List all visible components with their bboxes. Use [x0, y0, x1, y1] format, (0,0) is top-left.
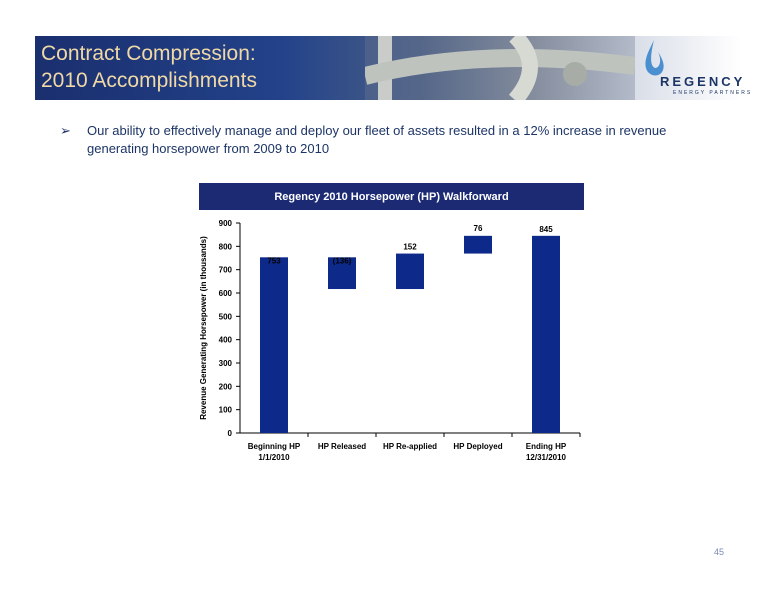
- y-tick-label: 700: [219, 266, 233, 275]
- y-tick-label: 0: [228, 429, 233, 438]
- y-tick-label: 500: [219, 312, 233, 321]
- waterfall-chart: 0 100 200 300 400 500 600 700 800 900 Revenue Gene…: [199, 219, 581, 462]
- regency-flame-logo: [645, 40, 664, 76]
- bar: [396, 253, 424, 290]
- x-tick-label: 1/1/2010: [258, 453, 290, 462]
- logo-name: REGENCY: [660, 74, 746, 89]
- data-label: 152: [403, 243, 417, 252]
- title-line-2: 2010 Accomplishments: [41, 69, 257, 92]
- bar: [532, 235, 560, 433]
- page-number: 45: [714, 547, 725, 557]
- data-label: 76: [474, 224, 483, 233]
- x-tick-label: HP Re-applied: [383, 442, 437, 451]
- logo-subtitle: ENERGY PARTNERS: [673, 90, 753, 96]
- y-tick-label: 100: [219, 406, 233, 415]
- x-tick-label: Ending HP: [526, 442, 567, 451]
- y-tick-label: 800: [219, 242, 233, 251]
- bar: [464, 235, 492, 254]
- x-tick-label: HP Released: [318, 442, 366, 451]
- data-label: (136): [333, 256, 352, 265]
- data-label: 753: [267, 256, 281, 265]
- x-tick-label: 12/31/2010: [526, 453, 567, 462]
- bullet-text: Our ability to effectively manage and de…: [87, 123, 667, 156]
- x-tick-label: HP Deployed: [453, 442, 502, 451]
- pipes-image: [365, 36, 635, 100]
- chart-title: Regency 2010 Horsepower (HP) Walkforward: [199, 183, 584, 210]
- y-axis-label: Revenue Generating Horsepower (in thousa…: [199, 236, 208, 420]
- y-tick-label: 200: [219, 382, 233, 391]
- x-tick-label: Beginning HP: [248, 442, 301, 451]
- y-tick-label: 300: [219, 359, 233, 368]
- title-line-1: Contract Compression:: [41, 42, 256, 65]
- y-tick-label: 400: [219, 336, 233, 345]
- bullet-arrow-icon: ➢: [60, 123, 71, 138]
- slide-title: Contract Compression: 2010 Accomplishmen…: [41, 40, 257, 94]
- y-tick-label: 900: [219, 219, 233, 228]
- data-label: 845: [539, 225, 553, 234]
- bar: [328, 257, 356, 290]
- y-tick-label: 600: [219, 289, 233, 298]
- bar: [260, 257, 288, 433]
- slide-header: Contract Compression: 2010 Accomplishmen…: [35, 36, 741, 100]
